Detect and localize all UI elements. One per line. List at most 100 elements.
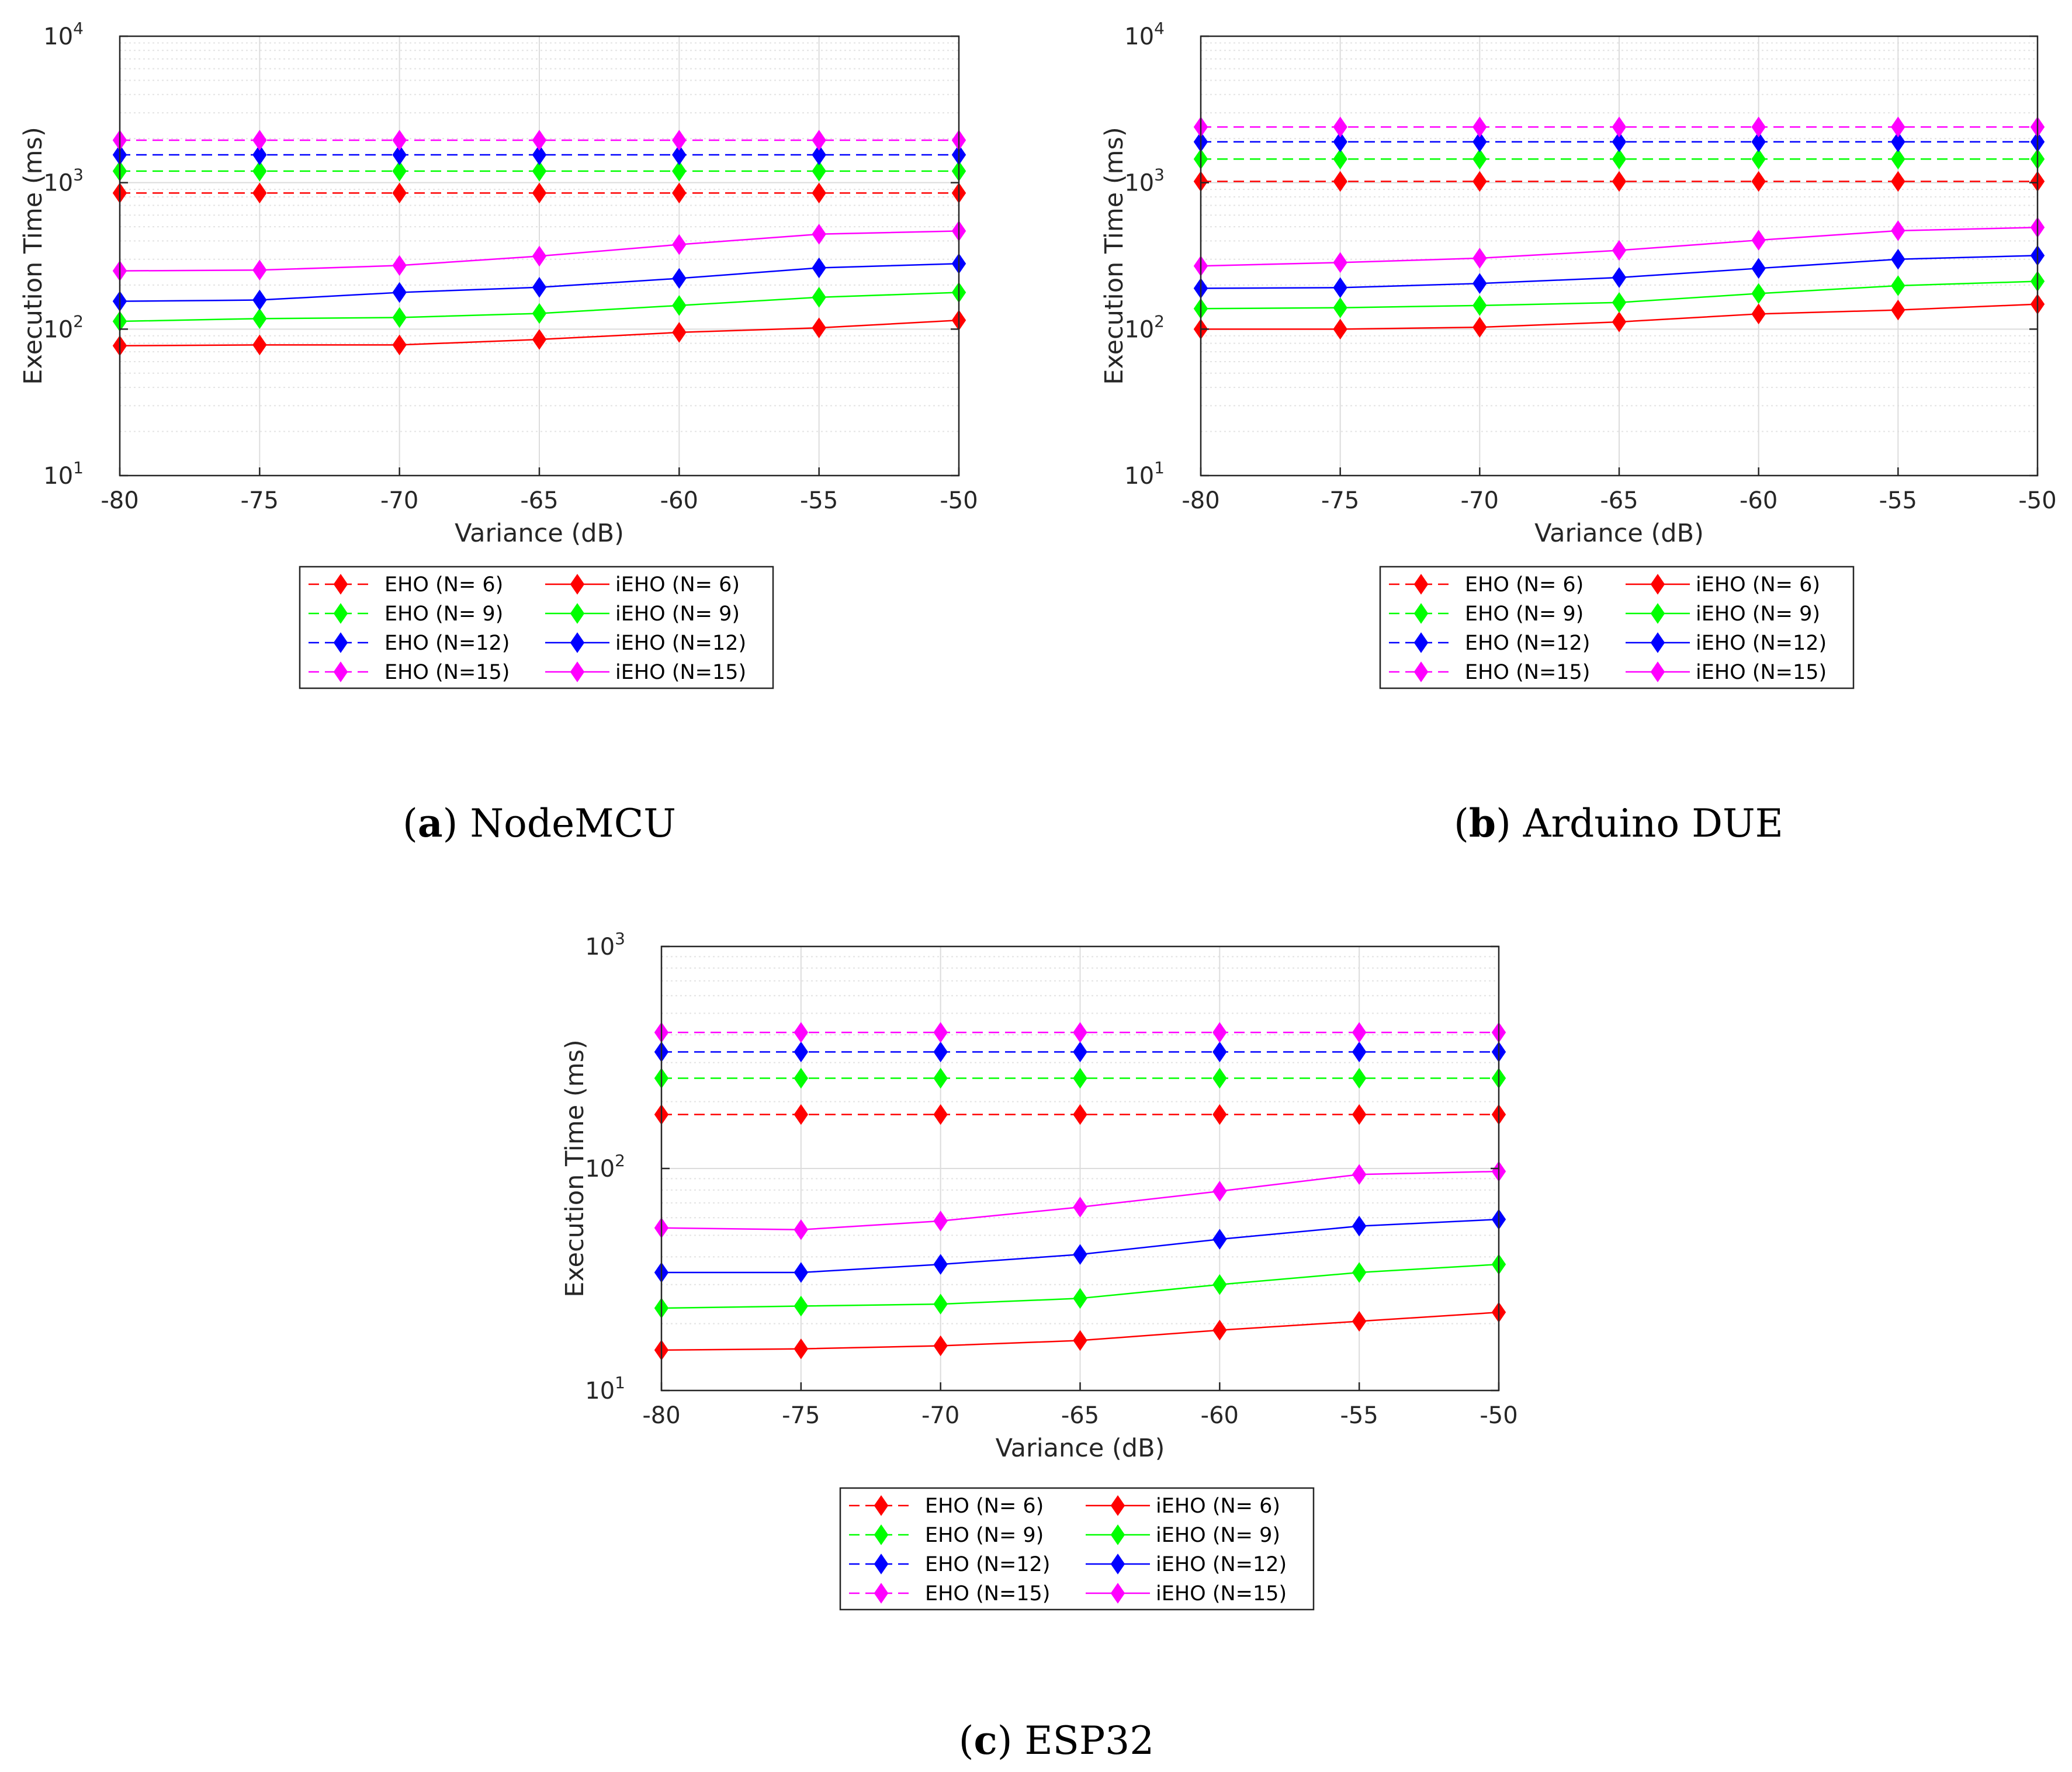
x-tick-label: -75 [241,487,279,514]
y-tick-label: 101 [1124,458,1165,490]
legend-box [839,1487,1315,1611]
legend-label: EHO (N=12) [384,632,510,655]
data-point [1212,1041,1227,1063]
data-point [1891,299,1905,321]
data-point [1612,311,1627,332]
legend-marker [1413,574,1429,595]
data-point [1751,303,1766,325]
data-point [1472,131,1487,152]
data-point [1751,258,1766,279]
data-point [532,276,547,298]
legend-label: iEHO (N= 9) [1156,1524,1280,1547]
data-point [1352,1215,1367,1237]
x-axis-label: Variance (dB) [455,519,624,548]
data-point [1212,1181,1227,1202]
x-tick-label: -80 [642,1402,680,1429]
data-point [1073,1022,1087,1043]
data-point [672,234,687,255]
data-point [1472,317,1487,338]
data-point [1212,1022,1227,1043]
legend-label: EHO (N=15) [1465,661,1590,684]
legend-box [299,566,774,689]
legend-label: EHO (N= 9) [1465,602,1584,626]
y-tick-label: 103 [585,929,625,960]
data-point [1073,1288,1087,1309]
x-axis-label: Variance (dB) [996,1434,1165,1463]
data-point [1333,277,1347,299]
x-tick-label: -50 [2018,487,2056,514]
data-point [672,161,687,182]
data-point [1751,116,1766,138]
data-point [1333,171,1347,192]
y-tick-base: 10 [1124,463,1154,490]
data-point [672,182,687,204]
data-point [1352,1164,1367,1185]
data-point [1073,1330,1087,1351]
data-point [672,130,687,151]
data-point [1751,148,1766,169]
caption-paren: ( [403,801,418,846]
legend-label: EHO (N= 6) [1465,573,1584,597]
legend-marker [1413,661,1429,682]
caption-letter: c [974,1718,997,1763]
data-point [1472,116,1487,138]
data-point [933,1104,948,1125]
data-point [392,307,407,328]
x-tick-label: -70 [921,1402,959,1429]
y-tick-base: 10 [1124,23,1154,50]
x-tick-label: -65 [520,487,558,514]
legend-marker [570,574,585,595]
legend-marker [1110,1524,1125,1545]
data-point [1212,1229,1227,1250]
series-group [1193,116,2045,340]
data-point [933,1211,948,1232]
data-point [252,289,267,311]
data-point [1073,1244,1087,1265]
y-tick-exponent: 3 [73,165,84,185]
data-point [532,329,547,350]
data-point [1612,148,1627,169]
data-point [1472,248,1487,269]
x-tick-label: -75 [1321,487,1359,514]
data-point [1212,1067,1227,1089]
data-point [252,259,267,281]
data-point [532,130,547,151]
y-tick-base: 10 [43,170,73,197]
y-tick-label: 104 [1124,19,1165,50]
data-point [1891,171,1905,192]
legend-marker [333,603,348,624]
data-point [812,161,826,182]
data-point [812,317,826,338]
data-point [1891,116,1905,138]
data-point [1352,1022,1367,1043]
data-point [532,161,547,182]
data-point [392,255,407,276]
data-point [1073,1197,1087,1218]
data-point [1472,171,1487,192]
data-point [812,287,826,308]
legend-marker [570,603,585,624]
data-point [252,334,267,356]
y-tick-base: 10 [585,934,615,960]
y-tick-exponent: 3 [615,929,625,948]
x-tick-label: -60 [1740,487,1778,514]
y-tick-label: 103 [1124,165,1165,197]
data-point [1751,283,1766,304]
y-tick-exponent: 1 [1154,458,1165,477]
data-point [672,322,687,343]
legend-marker [874,1524,889,1545]
data-point [1352,1104,1367,1125]
data-point [812,182,826,204]
data-point [532,182,547,204]
legend-marker [1413,632,1429,653]
data-point [672,268,687,289]
x-tick-label: -60 [660,487,698,514]
y-tick-label: 104 [43,19,84,50]
data-point [1212,1319,1227,1341]
y-tick-exponent: 1 [615,1373,625,1392]
legend-label: EHO (N= 6) [925,1494,1044,1518]
data-point [812,257,826,279]
y-axis-label: Execution Time (ms) [560,1039,590,1297]
